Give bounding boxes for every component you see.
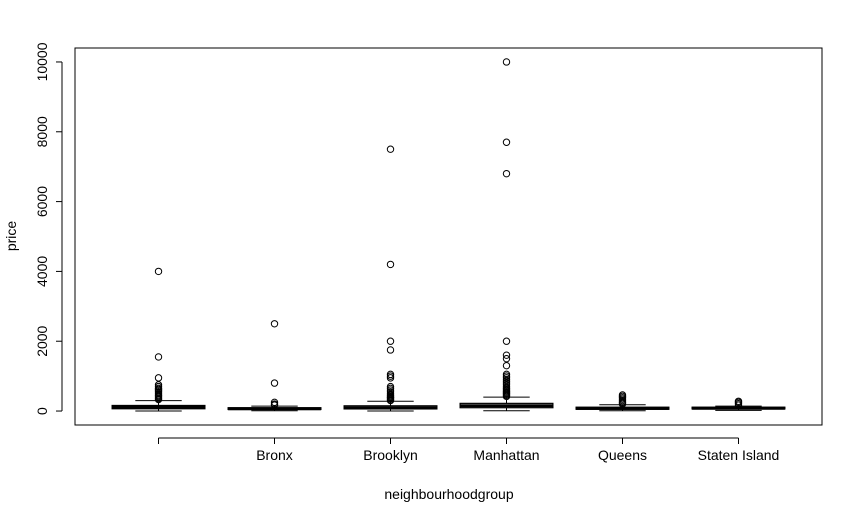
outlier-point [386,145,395,153]
outlier-point [502,351,511,359]
outlier-point [386,337,395,345]
outlier-point [386,370,395,379]
box-group [111,267,206,412]
y-tick-label: 6000 [34,186,50,217]
y-tick-label: 10000 [34,42,50,81]
outlier-point [154,353,163,361]
outlier-point [502,169,511,178]
outlier-point [386,260,395,269]
y-tick-label: 8000 [34,116,50,147]
y-tick-label: 0 [34,407,50,415]
outlier-point [502,370,511,379]
x-tick-label: Bronx [256,447,293,463]
outlier-point [154,381,163,389]
outlier-point [154,267,163,276]
box-group [459,58,554,412]
box-group [227,320,322,412]
plot-frame [74,47,823,426]
x-tick-label: Queens [598,447,647,463]
outlier-point [502,337,511,345]
outlier-point [502,361,511,370]
y-axis: 0 2000 4000 6000 8000 10000 [34,42,63,415]
outlier-point [502,58,511,66]
y-axis-label: price [3,221,19,252]
y-tick-label: 2000 [34,325,50,356]
outlier-point [502,138,511,146]
box-group [575,391,670,412]
outlier-point [270,398,279,407]
outlier-point [502,354,511,363]
outlier-point [618,391,627,399]
x-axis: Bronx Brooklyn Manhattan Queens Staten Islan… [158,437,780,463]
box-group [691,397,786,411]
x-tick-label: Manhattan [473,447,539,463]
y-tick-label: 4000 [34,256,50,287]
outlier-point [386,346,395,354]
outlier-point [270,320,279,328]
x-axis-label: neighbourhoodgroup [384,486,513,502]
outlier-point [154,374,163,382]
boxes-layer [111,58,786,412]
outlier-point [270,379,279,387]
x-tick-label: Staten Island [698,447,780,463]
outlier-point [386,382,395,391]
box-group [343,145,438,412]
x-tick-label: Brooklyn [363,447,417,463]
outlier-point [734,397,743,405]
